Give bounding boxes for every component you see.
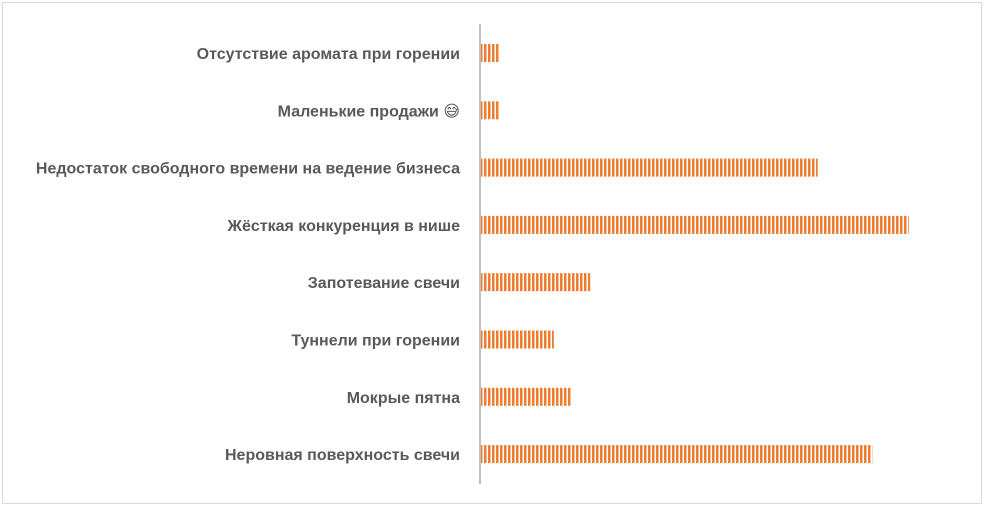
- category-labels: Отсутствие аромата при горении Маленькие …: [36, 46, 460, 464]
- bar-3: [481, 215, 909, 234]
- category-label-4: Запотевание свечи: [308, 275, 460, 292]
- category-label-0: Отсутствие аромата при горении: [197, 46, 460, 63]
- bars-layer: [481, 44, 909, 464]
- bar-4: [481, 273, 591, 292]
- category-label-5: Туннели при горении: [291, 333, 460, 350]
- bar-2: [481, 158, 818, 177]
- category-label-2: Недостаток свободного времени на ведение…: [36, 161, 460, 178]
- category-label-6: Мокрые пятна: [347, 390, 460, 407]
- bar-7: [481, 445, 873, 464]
- category-label-3: Жёсткая конкуренция в нише: [226, 218, 460, 235]
- category-label-1: Маленькие продажи 😅: [278, 103, 460, 120]
- bar-1: [481, 101, 500, 120]
- category-label-7: Неровная поверхность свечи: [225, 447, 460, 464]
- bar-6: [481, 387, 572, 406]
- bar-5: [481, 330, 554, 349]
- bar-0: [481, 44, 500, 62]
